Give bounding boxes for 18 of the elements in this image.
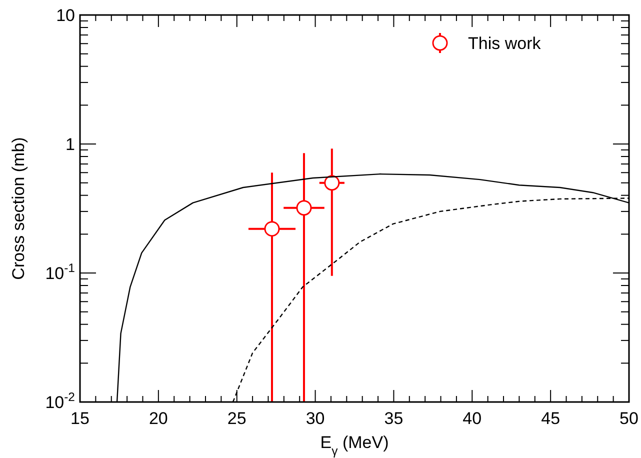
x-tick-label: 30 bbox=[306, 409, 325, 428]
y-tick-label: 10$^{-2}$ bbox=[45, 390, 76, 412]
x-tick-label: 45 bbox=[541, 409, 560, 428]
y-axis-title: Cross section (mb) bbox=[9, 137, 28, 280]
y-tick-label: 10$^{-1}$ bbox=[45, 261, 76, 283]
y-tick-label: 10 bbox=[56, 6, 75, 25]
x-tick-label: 25 bbox=[227, 409, 246, 428]
point bbox=[296, 200, 312, 216]
x-tick-label: 20 bbox=[148, 409, 168, 428]
point bbox=[324, 175, 340, 191]
y-tick-label: 1 bbox=[66, 135, 75, 154]
x-tick-label: 50 bbox=[620, 409, 638, 428]
x-tick-label: 15 bbox=[70, 409, 90, 428]
x-tick-label: 35 bbox=[384, 409, 404, 428]
x-axis-title: E$_{γ}$ (MeV) bbox=[320, 433, 389, 458]
point bbox=[264, 221, 280, 237]
x-tick-label: 40 bbox=[462, 409, 482, 428]
legend-label: This work bbox=[468, 34, 542, 53]
